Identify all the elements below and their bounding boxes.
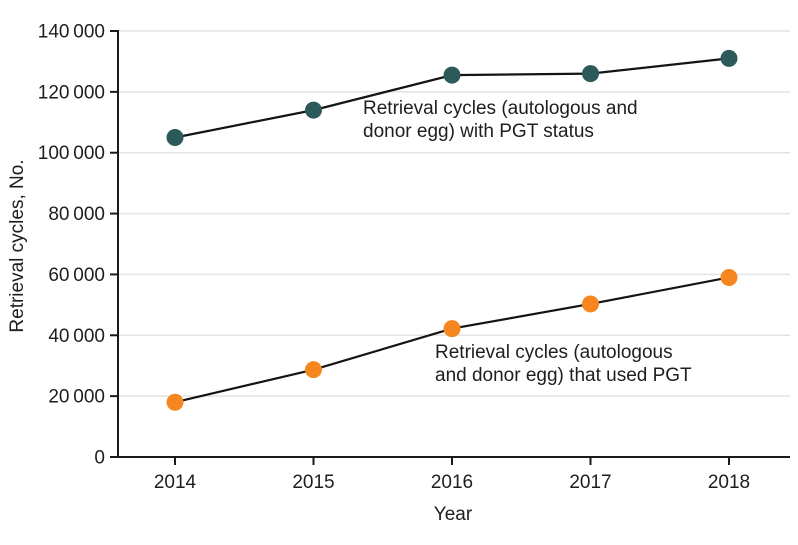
data-point xyxy=(166,129,184,146)
annotation-text-line: Retrieval cycles (autologous and xyxy=(363,98,638,119)
x-tick-label: 2016 xyxy=(431,472,473,493)
x-tick-label: 2018 xyxy=(708,472,750,493)
data-point xyxy=(443,66,461,84)
y-tick-label: 60 000 xyxy=(48,265,105,286)
annotation-text-line: Retrieval cycles (autologous xyxy=(435,342,673,363)
data-point xyxy=(582,65,599,83)
data-point xyxy=(582,295,599,313)
annotation-text-line: donor egg) with PGT status xyxy=(363,121,594,142)
data-point xyxy=(305,101,322,119)
annotation-series-with-pgt-status: Retrieval cycles (autologous and donor e… xyxy=(363,97,638,143)
annotation-series-used-pgt: Retrieval cycles (autologous and donor e… xyxy=(435,341,692,387)
x-tick-label: 2015 xyxy=(292,472,334,493)
x-tick-label: 2017 xyxy=(569,472,611,493)
x-tick-label: 2014 xyxy=(154,472,197,493)
y-tick-label: 40 000 xyxy=(48,326,105,347)
y-tick-label: 80 000 xyxy=(48,204,105,225)
data-point xyxy=(720,268,738,286)
y-tick-label: 140 000 xyxy=(38,22,105,43)
y-tick-label: 20 000 xyxy=(48,387,105,408)
y-axis-title: Retrieval cycles, No. xyxy=(7,159,28,333)
data-point xyxy=(443,320,461,338)
y-tick-label: 0 xyxy=(94,448,105,469)
y-tick-label: 100 000 xyxy=(38,143,105,164)
x-axis-title: Year xyxy=(433,504,473,525)
y-tick-label: 120 000 xyxy=(38,82,105,103)
data-point xyxy=(720,49,738,67)
data-point xyxy=(166,393,184,411)
annotation-text-line: and donor egg) that used PGT xyxy=(435,365,692,386)
data-point xyxy=(305,361,322,379)
